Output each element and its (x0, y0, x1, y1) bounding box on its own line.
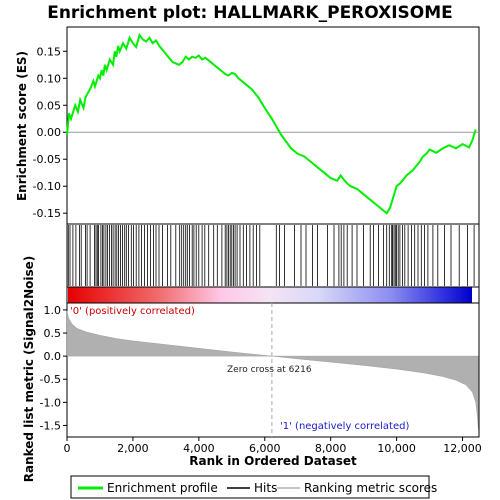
negative-correlation-label: '1' (negatively correlated) (280, 421, 409, 432)
top-panel-frame (66, 26, 480, 225)
hits-panel (66, 223, 480, 304)
hit-lines (67, 225, 475, 286)
legend-metric-label: Ranking metric scores (304, 481, 437, 495)
metric-y-ticks: -1.5 -1.0 -0.5 0.0 0.5 1.0 (40, 304, 67, 432)
ranking-color-bar (68, 287, 472, 303)
legend-enrichment-label: Enrichment profile (107, 481, 218, 495)
metric-y-axis-label: Ranked list metric (Signal2Noise) (22, 256, 36, 483)
positive-correlation-label: '0' (positively correlated) (70, 306, 195, 317)
es-y-ticks: -0.15 -0.10 -0.05 0.00 0.05 0.10 0.15 (33, 45, 67, 220)
ranked-metric-panel: -1.5 -1.0 -0.5 0.0 0.5 1.0 '0' (positively co… (22, 256, 480, 483)
x-tick-label: 0 (64, 442, 71, 455)
metric-y-tick-label: -0.5 (40, 373, 61, 386)
legend: Enrichment profile Hits Ranking metric s… (70, 475, 437, 499)
x-tick-label: 10,000 (377, 442, 416, 455)
x-axis-label: Rank in Ordered Dataset (189, 454, 357, 468)
x-axis-ticks: 0 2,000 4,000 6,000 8,000 10,000 12,000 (64, 437, 482, 455)
enrichment-profile-line (66, 32, 477, 215)
x-tick-label: 4,000 (183, 442, 215, 455)
hits-panel-frame (66, 223, 480, 288)
metric-y-tick-label: 0.5 (44, 327, 62, 340)
x-tick-label: 2,000 (117, 442, 149, 455)
es-y-tick-label: 0.15 (37, 45, 62, 58)
x-tick-label: 6,000 (249, 442, 281, 455)
es-y-tick-label: -0.05 (33, 153, 61, 166)
es-y-tick-label: -0.10 (33, 180, 61, 193)
metric-y-tick-label: 0.0 (44, 350, 62, 363)
metric-y-tick-label: 1.0 (44, 304, 62, 317)
es-y-tick-label: 0.10 (37, 72, 62, 85)
zero-cross-label: Zero cross at 6216 (227, 365, 312, 375)
enrichment-score-panel: -0.15 -0.10 -0.05 0.00 0.05 0.10 0.15 Enrichme… (15, 26, 480, 225)
es-y-tick-label: 0.05 (37, 99, 62, 112)
x-tick-label: 12,000 (443, 442, 482, 455)
ranking-metric-area (66, 310, 479, 430)
legend-frame (70, 475, 430, 499)
legend-hits-label: Hits (254, 481, 277, 495)
metric-y-tick-label: -1.5 (40, 419, 61, 432)
x-tick-label: 8,000 (315, 442, 347, 455)
es-y-axis-label: Enrichment score (ES) (15, 51, 29, 201)
es-y-tick-label: -0.15 (33, 207, 61, 220)
metric-y-tick-label: -1.0 (40, 396, 61, 409)
chart-title: Enrichment plot: HALLMARK_PEROXISOME (47, 3, 453, 23)
es-y-tick-label: 0.00 (37, 126, 62, 139)
